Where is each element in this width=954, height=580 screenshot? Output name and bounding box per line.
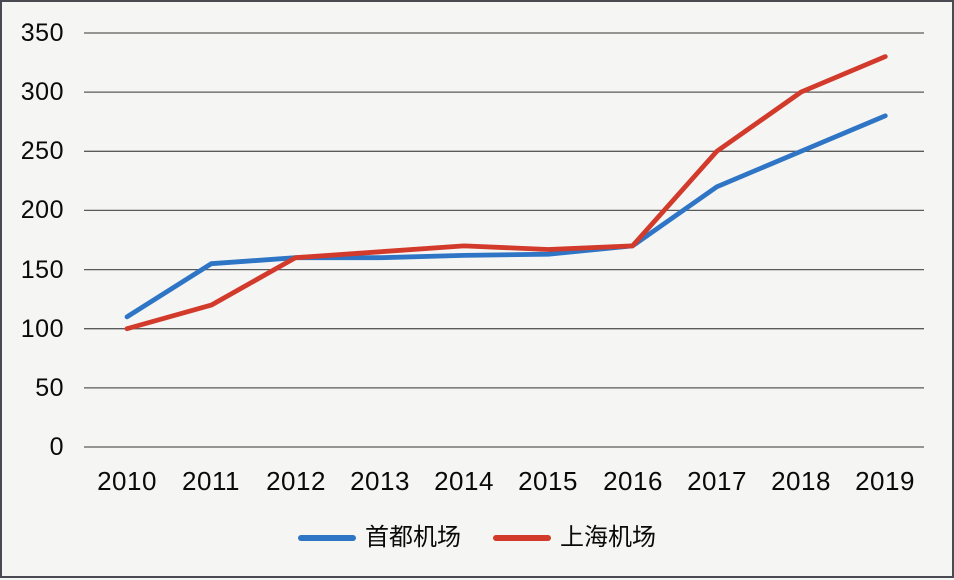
x-axis-tick-label: 2017 <box>687 466 747 496</box>
legend-item-shoudu-jichang: 首都机场 <box>298 523 461 553</box>
legend-item-shanghai-jichang: 上海机场 <box>493 523 656 553</box>
y-axis-tick-label: 50 <box>35 374 64 402</box>
x-axis-tick-label: 2014 <box>434 466 494 496</box>
y-axis-tick-label: 250 <box>20 137 64 165</box>
y-axis-tick-label: 200 <box>20 196 64 224</box>
y-axis-tick-label: 100 <box>20 315 64 343</box>
x-axis-tick-label: 2010 <box>97 466 157 496</box>
legend-line-swatch-icon <box>298 535 356 541</box>
x-axis-tick-label: 2018 <box>771 466 831 496</box>
legend-line-swatch-icon <box>493 535 551 541</box>
x-axis-tick-label: 2015 <box>518 466 578 496</box>
x-axis-tick-label: 2019 <box>855 466 915 496</box>
x-axis-tick-label: 2013 <box>350 466 410 496</box>
legend-label: 首都机场 <box>365 524 461 551</box>
y-axis-tick-label: 0 <box>49 433 64 461</box>
legend-label: 上海机场 <box>560 524 656 551</box>
series-line-shanghai <box>124 54 888 332</box>
series-lines <box>124 54 888 332</box>
x-axis-tick-label: 2012 <box>266 466 326 496</box>
series-line-shoudu <box>124 113 888 320</box>
x-axis-tick-label: 2016 <box>603 466 663 496</box>
y-axis-tick-label: 150 <box>20 256 64 284</box>
y-axis-tick-label: 350 <box>20 19 64 47</box>
legend: 首都机场 上海机场 <box>2 523 952 553</box>
x-axis-tick-label: 2011 <box>182 466 240 496</box>
y-axis-tick-label: 300 <box>20 78 64 106</box>
gridlines <box>84 32 924 448</box>
